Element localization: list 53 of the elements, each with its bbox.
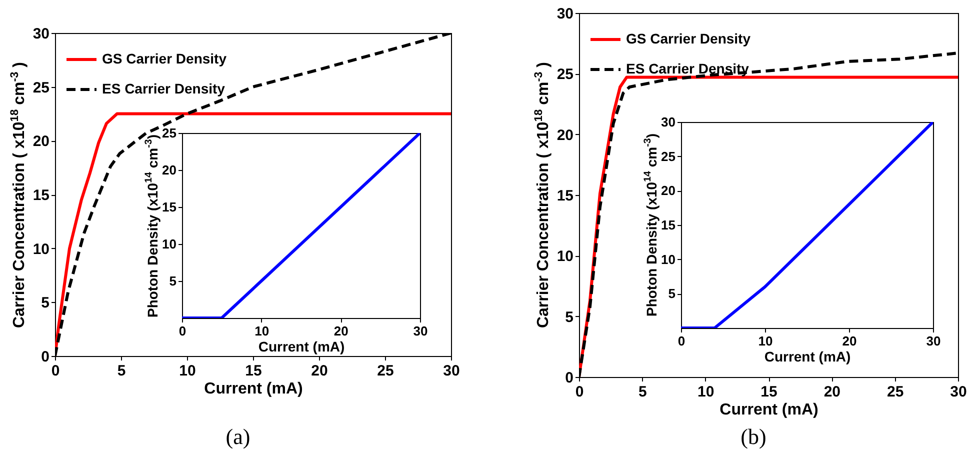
x-axis-title: Current (mA) — [258, 338, 345, 354]
y-tick-label: 5 — [169, 274, 176, 288]
y-tick-label: 5 — [668, 286, 676, 302]
y-tick-label: 15 — [661, 218, 676, 232]
y-tick-label: 25 — [162, 126, 176, 140]
y-tick-label: 15 — [556, 188, 574, 204]
x-tick-label: 25 — [377, 362, 394, 380]
y-tick-label: 10 — [32, 240, 50, 258]
x-axis-title: Current (mA) — [764, 348, 851, 364]
y-tick-label: 25 — [556, 66, 574, 84]
legend-label: GS Carrier Density — [102, 50, 227, 66]
x-tick-label: 10 — [254, 324, 270, 338]
x-tick-label: 10 — [758, 334, 773, 348]
y-tick-label: 15 — [32, 187, 50, 204]
x-tick-label: 10 — [179, 362, 196, 380]
x-tick-label: 20 — [842, 334, 857, 348]
y-tick-label: 0 — [41, 348, 50, 366]
y-tick-label: 25 — [661, 148, 676, 164]
y-tick-label: 20 — [162, 162, 176, 178]
x-tick-label: 30 — [950, 384, 967, 400]
y-tick-label: 20 — [32, 133, 50, 150]
x-tick-label: 30 — [926, 334, 941, 348]
x-tick-label: 30 — [413, 324, 428, 338]
x-tick-label: 30 — [443, 362, 460, 380]
y-tick-label: 5 — [41, 294, 50, 312]
y-tick-label: 20 — [556, 126, 574, 144]
y-tick-label: 30 — [661, 114, 676, 130]
x-tick-label: 15 — [245, 362, 262, 380]
x-axis-title: Current (mA) — [720, 402, 818, 418]
y-tick-label: 10 — [661, 252, 676, 267]
text: (a) — [226, 424, 250, 450]
legend-label: ES Carrier Density — [102, 80, 226, 96]
x-tick-label: 0 — [178, 324, 186, 338]
y-tick-label: 20 — [661, 183, 676, 198]
x-tick-label: 5 — [117, 362, 126, 380]
y-tick-label: 5 — [565, 308, 574, 326]
x-tick-label: 15 — [760, 384, 778, 400]
x-tick-label: 10 — [697, 384, 714, 400]
x-tick-label: 25 — [886, 384, 904, 400]
x-tick-label: 0 — [678, 334, 686, 348]
x-tick-label: 20 — [334, 324, 348, 338]
y-tick-label: 10 — [162, 236, 176, 252]
legend-label: GS Carrier Density — [626, 30, 751, 46]
x-tick-label: 5 — [638, 384, 647, 400]
y-tick-label: 30 — [32, 26, 50, 42]
y-tick-label: 10 — [556, 248, 574, 266]
y-tick-label: 15 — [162, 200, 176, 214]
text: (b) — [740, 424, 766, 450]
x-tick-label: 20 — [824, 384, 841, 400]
y-tick-label: 25 — [32, 79, 50, 96]
x-tick-label: 20 — [311, 362, 328, 380]
y-tick-label: 30 — [556, 6, 574, 22]
x-axis-title: Current (mA) — [204, 380, 303, 398]
